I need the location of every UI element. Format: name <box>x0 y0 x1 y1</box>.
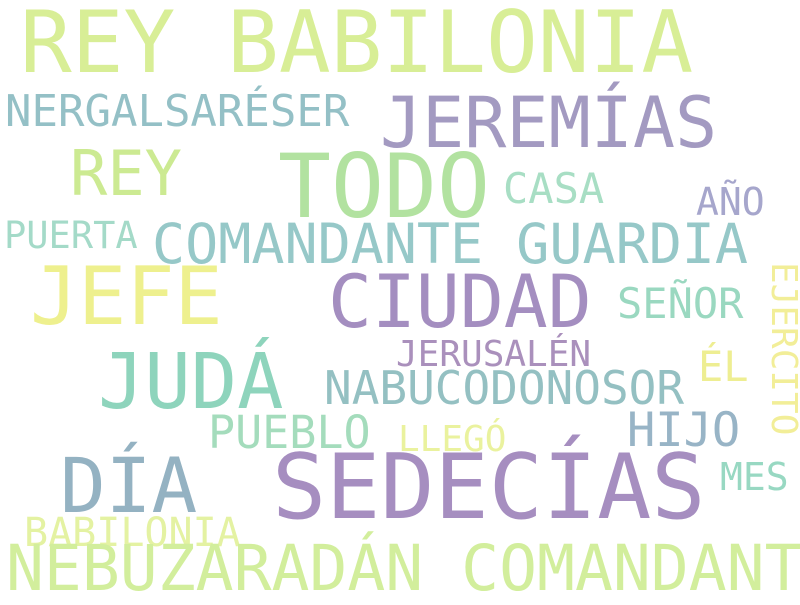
word-jerusalen: JERUSALÉN <box>396 334 592 375</box>
word-juda: JUDÁ <box>98 338 284 427</box>
word-babilonia: BABILONIA <box>24 510 241 556</box>
word-nabucodonosor: NABUCODONOSOR <box>324 361 685 415</box>
word-puerta: PUERTA <box>4 214 138 257</box>
word-casa: CASA <box>503 164 605 213</box>
word-ejercito: EJÉRCITO <box>763 262 800 436</box>
word-dia: DÍA <box>60 441 198 530</box>
word-llego: LLEGÓ <box>398 419 507 460</box>
word-rey: REY <box>70 137 182 210</box>
word-todo: TODO <box>278 135 490 238</box>
word-hijo: HIJO <box>627 403 741 458</box>
word-jefe: JEFE <box>30 250 223 343</box>
word-mes: MES <box>720 455 789 499</box>
word-jeremias: JEREMÍAS <box>380 82 718 164</box>
word-nebuzaradan-comandante: NEBUZARADÁN COMANDANTE <box>6 532 800 605</box>
word-ano: AÑO <box>696 180 765 224</box>
word-senor: SEÑOR <box>617 279 744 328</box>
word-el: ÉL <box>698 342 749 391</box>
word-ciudad: CIUDAD <box>328 260 592 345</box>
word-nergalsareser: NERGALSARÉSER <box>5 86 350 137</box>
word-pueblo: PUEBLO <box>208 406 371 459</box>
word-sedecias: SEDECÍAS <box>272 435 706 540</box>
word-comandante-guardia: COMANDANTE GUARDIA <box>152 212 749 276</box>
word-rey-babilonia: REY BABILONIA <box>20 0 694 93</box>
